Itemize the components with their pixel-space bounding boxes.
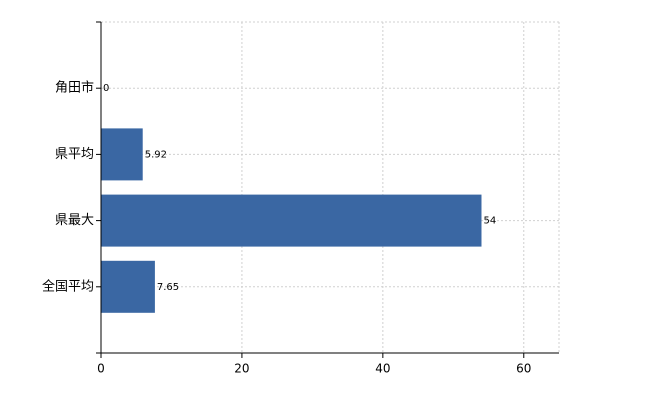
y-tick-label: 全国平均 <box>42 278 94 294</box>
bar <box>101 128 143 181</box>
value-label: 54 <box>483 216 496 227</box>
bar <box>101 194 482 247</box>
y-tick-label: 角田市 <box>55 80 94 96</box>
y-tick-label: 県最大 <box>55 213 94 228</box>
x-tick-label: 20 <box>234 362 249 376</box>
value-label: 7.65 <box>157 282 179 293</box>
x-tick-label: 40 <box>375 362 390 376</box>
bar <box>101 260 155 313</box>
x-tick-label: 0 <box>97 362 105 376</box>
value-label: 5.92 <box>145 149 167 160</box>
y-tick-label: 県平均 <box>55 147 94 162</box>
value-label: 0 <box>103 83 109 94</box>
x-tick-label: 60 <box>516 362 531 376</box>
